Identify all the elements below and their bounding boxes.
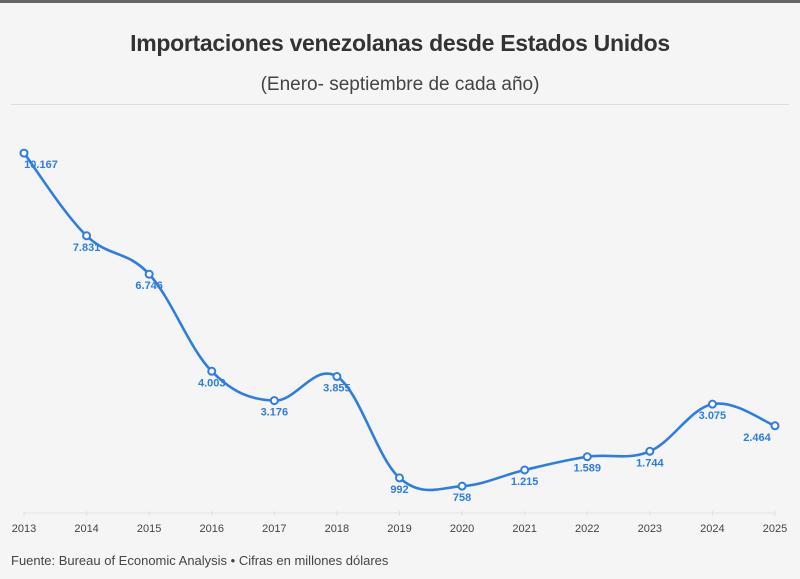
data-point bbox=[269, 396, 279, 406]
header-divider bbox=[11, 104, 789, 105]
series-line bbox=[22, 152, 776, 492]
x-tick-label: 2013 bbox=[12, 523, 36, 535]
data-point bbox=[770, 421, 780, 431]
data-label: 1.215 bbox=[511, 476, 539, 488]
x-tick-label: 2016 bbox=[200, 523, 224, 535]
x-tick-label: 2025 bbox=[763, 523, 787, 535]
chart-subtitle: (Enero- septiembre de cada año) bbox=[260, 74, 540, 95]
data-point bbox=[520, 465, 530, 475]
data-point bbox=[582, 452, 592, 462]
data-label: 10.167 bbox=[24, 159, 58, 171]
chart-title: Importaciones venezolanas desde Estados … bbox=[130, 30, 670, 56]
x-tick-label: 2017 bbox=[262, 523, 286, 535]
data-label: 3.075 bbox=[699, 410, 727, 422]
x-tick-label: 2018 bbox=[325, 523, 349, 535]
x-tick-label: 2023 bbox=[638, 523, 662, 535]
data-point bbox=[457, 481, 467, 491]
x-tick-label: 2022 bbox=[575, 523, 599, 535]
x-tick-label: 2019 bbox=[387, 523, 411, 535]
data-label: 3.176 bbox=[261, 407, 289, 419]
data-point bbox=[332, 372, 342, 382]
top-border bbox=[0, 0, 800, 3]
source-note: Fuente: Bureau of Economic Analysis • Ci… bbox=[11, 553, 389, 568]
data-point bbox=[395, 473, 404, 483]
data-point bbox=[645, 446, 655, 456]
data-point bbox=[144, 269, 154, 279]
data-label: 4.003 bbox=[198, 377, 226, 389]
x-tick-label: 2015 bbox=[137, 523, 161, 535]
data-label: 6.746 bbox=[135, 280, 163, 292]
x-tick-label: 2014 bbox=[74, 523, 98, 535]
data-point bbox=[19, 148, 29, 158]
data-label: 1.744 bbox=[636, 457, 664, 469]
data-label: 758 bbox=[453, 492, 471, 504]
data-point bbox=[207, 366, 217, 376]
x-tick-label: 2021 bbox=[512, 523, 536, 535]
data-point bbox=[82, 231, 92, 241]
data-point bbox=[707, 399, 717, 409]
x-tick-label: 2024 bbox=[700, 523, 724, 535]
x-tick-label: 2020 bbox=[450, 523, 474, 535]
data-label: 992 bbox=[390, 484, 408, 496]
data-label: 1.589 bbox=[573, 463, 601, 475]
data-label: 7.831 bbox=[73, 242, 101, 254]
data-label: 2.464 bbox=[743, 432, 771, 444]
data-label: 3.855 bbox=[323, 383, 351, 395]
